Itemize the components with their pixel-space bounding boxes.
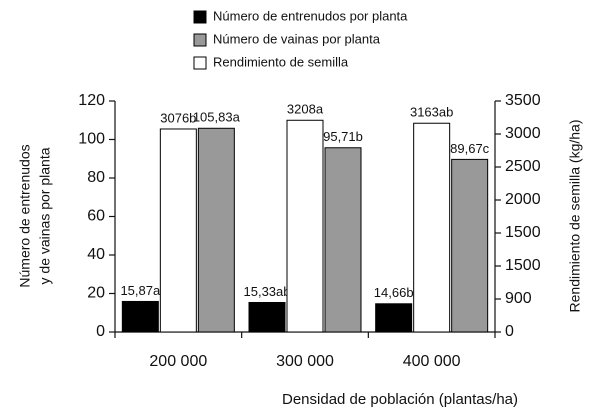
value-label: 3076b	[160, 110, 196, 125]
value-label: 15,87a	[120, 283, 161, 298]
bar	[197, 127, 235, 333]
legend-label: Número de vainas por planta	[213, 31, 381, 46]
y2-axis-title: Rendimiento de semilla (kg/ha)	[567, 120, 583, 313]
y-tick-label: 120	[78, 92, 105, 109]
value-label: 3208a	[287, 102, 324, 117]
y2-tick-label: 2000	[505, 191, 541, 208]
x-tick-label: 300 000	[276, 353, 334, 370]
legend-swatch	[193, 33, 207, 47]
y2-tick-label: 2500	[505, 158, 541, 175]
bar	[121, 300, 159, 333]
value-label: 14,66b	[374, 285, 414, 300]
value-label: 15,33ab	[244, 284, 291, 299]
y-tick-label: 80	[87, 169, 105, 186]
y2-tick-label: 3500	[505, 92, 541, 109]
bar	[248, 301, 286, 333]
bar	[286, 119, 324, 333]
legend-label: Rendimiento de semilla	[213, 54, 349, 69]
legend-label: Número de entrenudos por planta	[213, 8, 408, 23]
legend-swatch	[193, 10, 207, 24]
bar	[451, 158, 489, 333]
y-tick-label: 100	[78, 131, 105, 148]
bar	[159, 128, 197, 333]
bar	[375, 303, 413, 333]
x-tick-label: 400 000	[403, 353, 461, 370]
x-tick-label: 200 000	[149, 353, 207, 370]
y-axis-title: Número de entrenudos	[17, 144, 33, 287]
y-axis-title: y de vainas por planta	[37, 147, 53, 284]
legend-swatch	[193, 56, 207, 70]
bar	[324, 147, 362, 333]
value-label: 105,83a	[193, 110, 241, 125]
y2-tick-label: 1500	[505, 224, 541, 241]
y-tick-label: 20	[87, 285, 105, 302]
y2-tick-label: 900	[505, 290, 532, 307]
bar	[413, 122, 451, 333]
y2-tick-label: 1500	[505, 257, 541, 274]
value-label: 89,67c	[450, 141, 490, 156]
y-tick-label: 0	[96, 323, 105, 340]
y2-tick-label: 3000	[505, 125, 541, 142]
y-tick-label: 40	[87, 246, 105, 263]
value-label: 95,71b	[323, 129, 363, 144]
x-axis-title: Densidad de población (plantas/ha)	[282, 391, 518, 408]
y-tick-label: 60	[87, 208, 105, 225]
y2-tick-label: 0	[505, 323, 514, 340]
value-label: 3163ab	[410, 105, 453, 120]
